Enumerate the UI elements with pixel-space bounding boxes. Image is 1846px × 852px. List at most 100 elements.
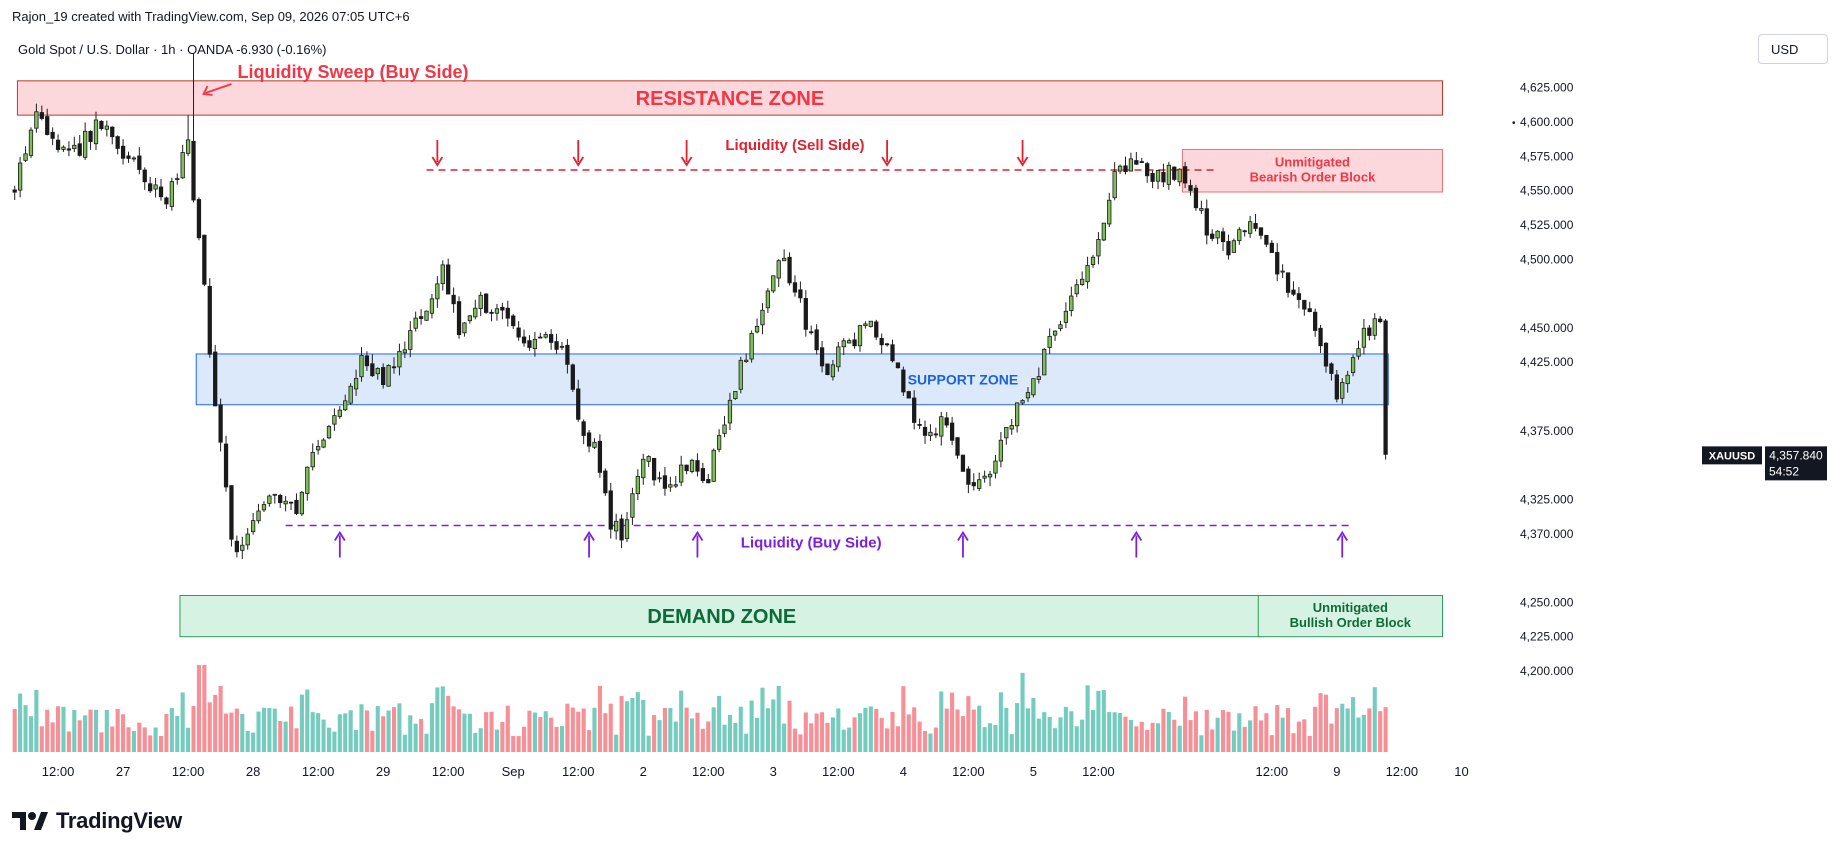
candle-body — [657, 477, 662, 480]
bullish-ob-label-line: Unmitigated — [1313, 600, 1388, 615]
volume-bar — [1226, 711, 1231, 752]
volume-bar — [1096, 690, 1101, 752]
volume-bar — [1340, 703, 1345, 752]
volume-bar — [711, 707, 716, 752]
candle-body — [1009, 425, 1014, 430]
candle-body — [716, 435, 722, 450]
candle-body — [305, 466, 310, 494]
volume-bar — [977, 705, 982, 752]
candle-body — [93, 119, 99, 145]
candle-body — [126, 155, 131, 159]
tradingview-logo[interactable]: TradingView — [12, 806, 182, 836]
volume-bar — [240, 714, 245, 752]
volume-bar — [196, 664, 201, 752]
volume-bar — [1356, 717, 1361, 752]
volume-bar — [1367, 708, 1372, 752]
candle-body — [50, 131, 55, 139]
volume-bar — [1302, 719, 1307, 752]
volume-bar — [1004, 708, 1009, 752]
symbol-info[interactable]: Gold Spot / U.S. Dollar · 1h · OANDA -6.… — [18, 42, 327, 57]
price-chart[interactable]: RESISTANCE ZONE SUPPORT ZONE DEMAND ZONE Un… — [0, 0, 1846, 800]
candle-body — [1318, 327, 1323, 347]
candle-body — [1042, 349, 1047, 376]
candle-body — [641, 458, 646, 479]
candle-body — [1350, 357, 1356, 373]
candle-body — [88, 130, 93, 142]
candle-body — [549, 334, 554, 343]
volume-bar — [1210, 729, 1215, 752]
currency-button[interactable]: USD — [1758, 34, 1828, 64]
volume-bar — [359, 704, 364, 752]
candle-body — [684, 464, 689, 472]
candle-body — [478, 294, 483, 309]
price-tick-label: 4,625.000 — [1520, 81, 1574, 95]
candle-body — [1069, 295, 1074, 312]
volume-bar — [668, 708, 673, 752]
candle-body — [337, 409, 342, 417]
candle-body — [83, 130, 88, 158]
candle-body — [386, 365, 391, 387]
candle-body — [1112, 171, 1117, 199]
volume-bar — [50, 722, 55, 752]
candle-body — [1101, 222, 1106, 241]
candle-body — [1204, 208, 1209, 236]
candle-body — [1155, 170, 1161, 182]
volume-bar — [12, 709, 17, 752]
time-tick-label: 5 — [1030, 764, 1037, 779]
candle-body — [137, 155, 142, 170]
volume-bar — [202, 664, 207, 752]
candle-body — [148, 183, 153, 192]
price-tick-label: 4,200.000 — [1520, 664, 1574, 678]
volume-bar — [549, 717, 554, 752]
last-price-text: 4,357.840 — [1769, 448, 1823, 462]
volume-bar — [1258, 720, 1264, 752]
candle-body — [99, 120, 104, 130]
volume-bar — [581, 708, 586, 752]
volume-bar — [500, 721, 505, 752]
candle-body — [1275, 252, 1280, 275]
candle-body — [857, 325, 863, 347]
candle-body — [738, 359, 743, 390]
candle-body — [1090, 256, 1096, 265]
volume-bar — [798, 734, 803, 752]
volume-bar — [1286, 708, 1291, 752]
volume-bar — [1166, 712, 1171, 752]
candle-body — [814, 329, 819, 351]
candle-body — [966, 468, 971, 485]
candle-body — [944, 417, 949, 426]
volume-bar — [419, 719, 424, 752]
volume-bar — [283, 721, 288, 752]
volume-bar — [939, 691, 944, 752]
volume-bar — [1118, 713, 1123, 752]
candle-body — [527, 340, 532, 348]
candle-body — [1269, 242, 1274, 253]
bearish-ob-zone — [1181, 148, 1443, 193]
volume-bar — [1112, 712, 1117, 752]
volume-bar — [1345, 708, 1350, 752]
volume-bar — [1242, 726, 1247, 752]
volume-bar — [641, 699, 646, 752]
volume-bar — [131, 731, 136, 752]
candle-body — [326, 426, 332, 439]
volume-bar — [760, 687, 765, 752]
volume-bar — [72, 709, 77, 752]
volume-bar — [93, 709, 99, 752]
candle-body — [261, 504, 267, 511]
down-arrow-icon — [680, 156, 693, 167]
volume-bar — [809, 723, 814, 752]
candle-body — [511, 315, 516, 327]
volume-bar — [592, 707, 597, 752]
sell-liquidity-label: Liquidity (Sell Side) — [725, 137, 864, 154]
candle-body — [456, 301, 462, 336]
candle-body — [538, 336, 543, 339]
candle-body — [982, 475, 987, 479]
volume-bar — [987, 723, 993, 752]
candle-body — [592, 441, 597, 448]
candle-body — [348, 385, 353, 404]
time-tick-label: Sep — [502, 764, 525, 779]
volume-bar — [825, 722, 830, 752]
volume-bar — [700, 728, 705, 752]
candle-body — [104, 125, 109, 130]
volume-bar — [971, 709, 976, 752]
candle-body — [169, 181, 174, 207]
